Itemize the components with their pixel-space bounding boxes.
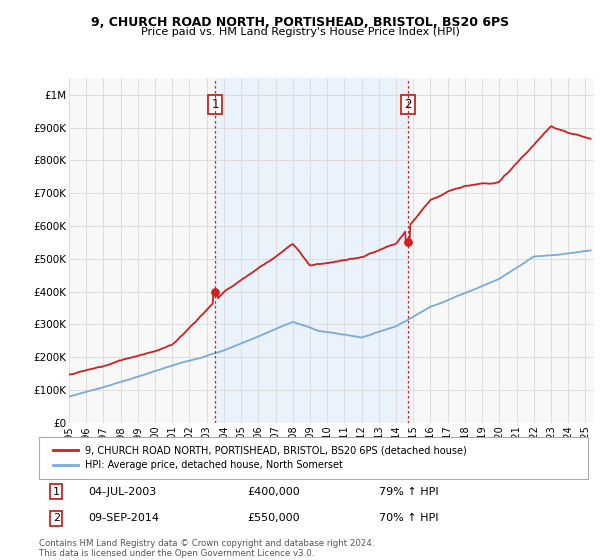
- Text: 1: 1: [53, 487, 60, 497]
- Text: £400,000: £400,000: [248, 487, 301, 497]
- Legend: 9, CHURCH ROAD NORTH, PORTISHEAD, BRISTOL, BS20 6PS (detached house), HPI: Avera: 9, CHURCH ROAD NORTH, PORTISHEAD, BRISTO…: [49, 441, 471, 474]
- Point: [403, 238, 412, 247]
- Text: 2: 2: [404, 98, 412, 111]
- Text: 9, CHURCH ROAD NORTH, PORTISHEAD, BRISTOL, BS20 6PS: 9, CHURCH ROAD NORTH, PORTISHEAD, BRISTO…: [91, 16, 509, 29]
- Point: [211, 287, 220, 296]
- Text: 2: 2: [53, 513, 60, 523]
- Text: Price paid vs. HM Land Registry's House Price Index (HPI): Price paid vs. HM Land Registry's House …: [140, 27, 460, 37]
- Text: 79% ↑ HPI: 79% ↑ HPI: [379, 487, 439, 497]
- Text: 09-SEP-2014: 09-SEP-2014: [88, 513, 160, 523]
- Text: Contains HM Land Registry data © Crown copyright and database right 2024.
This d: Contains HM Land Registry data © Crown c…: [39, 539, 374, 558]
- Text: 04-JUL-2003: 04-JUL-2003: [88, 487, 157, 497]
- Text: £550,000: £550,000: [248, 513, 300, 523]
- Bar: [215, 78, 407, 423]
- Text: 70% ↑ HPI: 70% ↑ HPI: [379, 513, 439, 523]
- Text: 1: 1: [212, 98, 219, 111]
